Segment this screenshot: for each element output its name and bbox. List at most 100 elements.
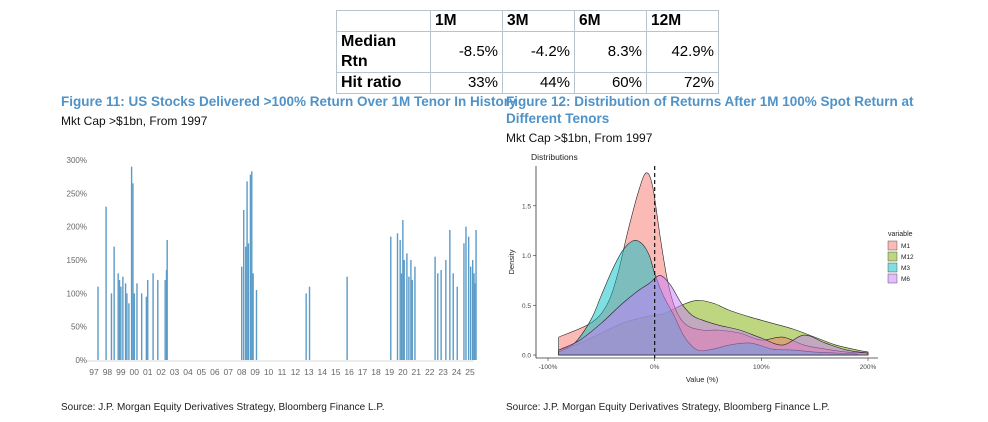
bar xyxy=(467,236,470,360)
x-tick-label: 97 xyxy=(89,367,99,377)
bar xyxy=(403,260,405,360)
density-chart-title: Distributions xyxy=(531,152,578,162)
stats-table: 1M 3M 6M 12M Median Rtn -8.5% -4.2% 8.3%… xyxy=(336,10,719,94)
bar xyxy=(130,166,133,360)
bar xyxy=(105,206,107,360)
legend-swatch-m12 xyxy=(887,251,898,262)
y-tick-label: 150% xyxy=(67,256,87,265)
x-tick-label: 14 xyxy=(318,367,328,377)
x-tick-label: 100% xyxy=(753,364,770,371)
bar xyxy=(402,220,404,360)
y-tick-label: 0% xyxy=(75,356,87,365)
bar xyxy=(308,286,311,360)
figure11-subtitle: Mkt Cap >$1bn, From 1997 xyxy=(61,114,208,128)
bar xyxy=(452,273,454,360)
y-tick-label: 200% xyxy=(67,223,87,232)
bar xyxy=(124,283,127,360)
bar xyxy=(246,181,248,360)
bar xyxy=(140,293,143,360)
y-tick-label: 0.5 xyxy=(522,303,531,310)
x-tick-label: 15 xyxy=(331,367,341,377)
table-cell: 42.9% xyxy=(646,31,719,73)
bar xyxy=(243,210,245,360)
bar xyxy=(456,286,458,360)
bar xyxy=(97,286,99,360)
x-tick-label: 11 xyxy=(278,367,287,377)
bar xyxy=(463,243,465,360)
bar xyxy=(346,276,348,360)
y-tick-label: 0.0 xyxy=(522,353,531,360)
table-cell: 44% xyxy=(502,72,575,94)
x-tick-label: 200% xyxy=(860,364,877,371)
bar xyxy=(110,293,113,360)
bar xyxy=(465,226,467,360)
bar xyxy=(120,286,122,360)
x-tick-label: 98 xyxy=(103,367,113,377)
y-tick-label: 250% xyxy=(67,189,87,198)
bar xyxy=(147,280,149,360)
table-cell: -8.5% xyxy=(430,31,503,73)
bar xyxy=(445,260,447,360)
figure12-title-line2: Different Tenors xyxy=(506,111,610,126)
bar xyxy=(113,246,115,360)
density-chart: Distributions 0.0 0.5 1.0 1.5 -100% 0% 100% 200%… xyxy=(507,152,914,384)
table-row-label: Hit ratio xyxy=(336,72,431,94)
bar xyxy=(136,283,138,360)
x-tick-label: 23 xyxy=(438,367,448,377)
bar xyxy=(133,293,135,360)
x-tick-label: 24 xyxy=(452,367,462,377)
x-tick-label: 18 xyxy=(371,367,381,377)
figure12-title-line1: Figure 12: Distribution of Returns After… xyxy=(506,94,914,109)
bar xyxy=(252,273,254,360)
x-tick-label: 09 xyxy=(250,367,260,377)
figure12-source: Source: J.P. Morgan Equity Derivatives S… xyxy=(506,402,830,413)
table-header-cell: 6M xyxy=(574,10,647,32)
bar xyxy=(475,230,477,360)
bar xyxy=(241,266,243,360)
x-tick-label: -100% xyxy=(539,364,558,371)
table-cell: 8.3% xyxy=(574,31,647,73)
table-header-cell: 3M xyxy=(502,10,575,32)
bar xyxy=(400,273,403,360)
x-tick-label: 17 xyxy=(358,367,368,377)
legend-swatch-m1 xyxy=(887,240,898,251)
table-header-row: 1M 3M 6M 12M xyxy=(336,10,719,32)
density-area-m6 xyxy=(558,275,869,356)
bar xyxy=(390,236,392,360)
table-cell: 33% xyxy=(430,72,503,94)
table-cell: 60% xyxy=(574,72,647,94)
x-tick-label: 12 xyxy=(291,367,301,377)
legend-swatch-m6 xyxy=(887,273,898,284)
bar xyxy=(437,273,439,360)
bar xyxy=(126,293,128,360)
y-tick-label: 300% xyxy=(67,156,87,165)
x-tick-label: 00 xyxy=(130,367,140,377)
x-tick-label: 13 xyxy=(304,367,314,377)
bar xyxy=(396,233,399,360)
x-tick-label: 10 xyxy=(264,367,274,377)
bar xyxy=(411,280,413,360)
x-tick-label: 16 xyxy=(344,367,354,377)
bar xyxy=(122,276,124,360)
bar xyxy=(128,303,130,360)
legend-label-m12: M12 xyxy=(901,254,914,261)
x-tick-label: 0% xyxy=(650,364,660,371)
table-cell: -4.2% xyxy=(502,31,575,73)
bar xyxy=(117,273,119,360)
legend-title: variable xyxy=(888,231,913,238)
y-tick-label: 100% xyxy=(67,289,87,298)
bar xyxy=(166,240,168,360)
table-header-cell xyxy=(336,10,431,32)
y-tick-label: 50% xyxy=(71,323,87,332)
table-header-cell: 1M xyxy=(430,10,503,32)
bar xyxy=(152,273,154,360)
table-cell: 72% xyxy=(646,72,719,94)
bar xyxy=(406,253,408,360)
bar xyxy=(145,296,148,360)
bar-chart: 0%50%100%150%200%250%300%97 98 99 00 01 02 03 0… xyxy=(67,156,477,377)
bar xyxy=(399,240,401,360)
figure11-source: Source: J.P. Morgan Equity Derivatives S… xyxy=(61,402,385,413)
x-axis-label: Value (%) xyxy=(686,375,719,384)
y-axis-label: Density xyxy=(507,249,516,274)
bar xyxy=(249,174,252,360)
